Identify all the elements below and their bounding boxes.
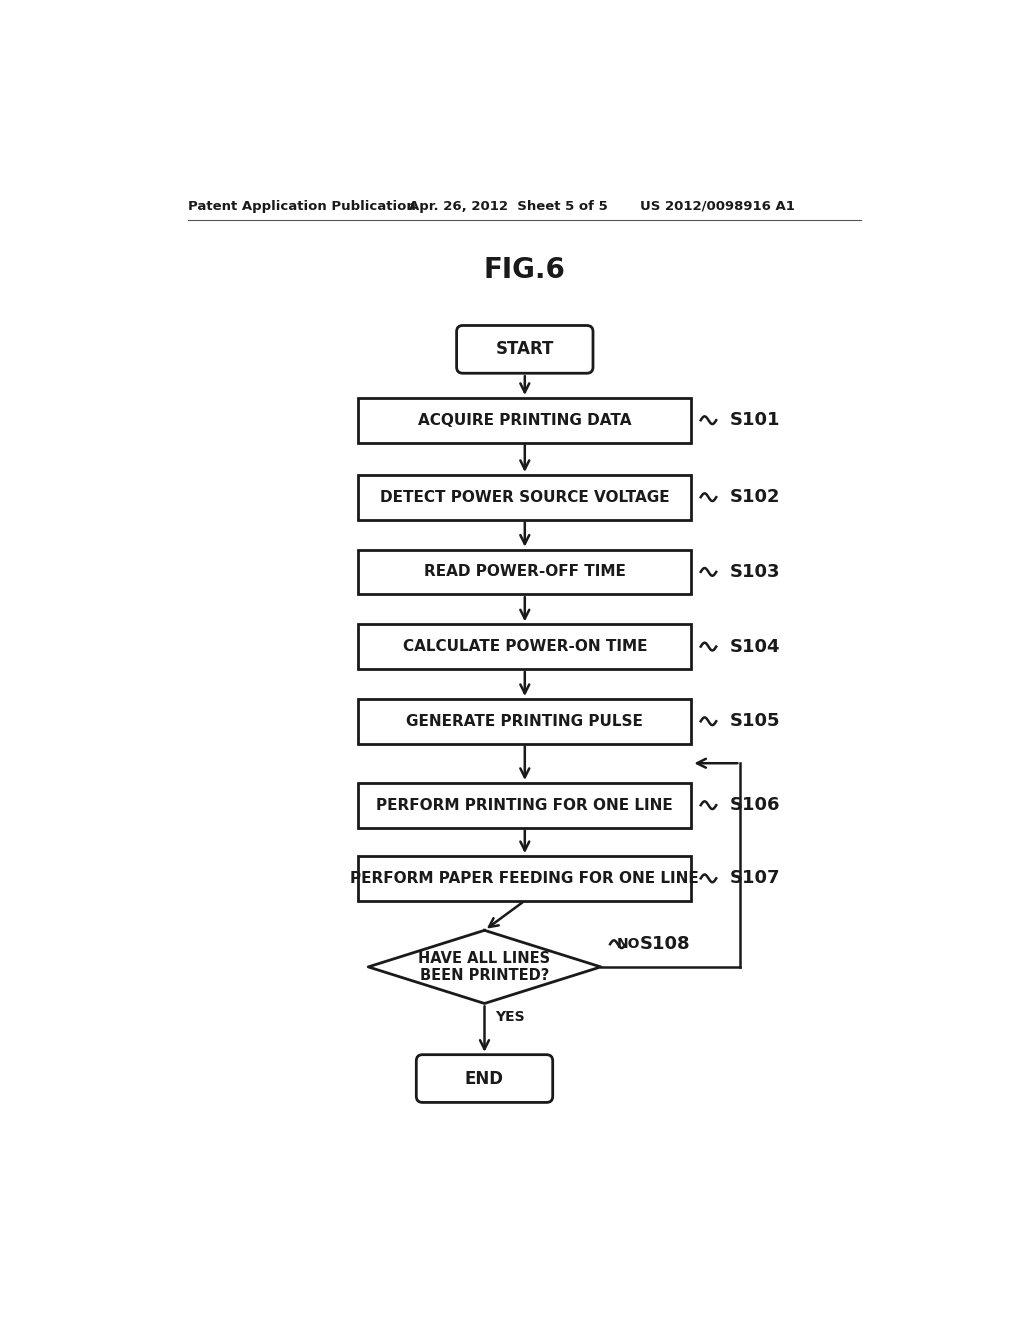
Text: US 2012/0098916 A1: US 2012/0098916 A1 <box>640 199 795 213</box>
Text: DETECT POWER SOURCE VOLTAGE: DETECT POWER SOURCE VOLTAGE <box>380 490 670 504</box>
Text: S106: S106 <box>730 796 780 814</box>
Text: Apr. 26, 2012  Sheet 5 of 5: Apr. 26, 2012 Sheet 5 of 5 <box>409 199 607 213</box>
Bar <box>358 397 691 442</box>
Text: END: END <box>465 1069 504 1088</box>
Text: S107: S107 <box>730 870 780 887</box>
Bar <box>358 624 691 669</box>
Bar <box>358 700 691 743</box>
Text: PERFORM PRINTING FOR ONE LINE: PERFORM PRINTING FOR ONE LINE <box>377 797 673 813</box>
Text: NO: NO <box>616 937 640 952</box>
Bar <box>358 783 691 828</box>
Bar <box>358 549 691 594</box>
Bar <box>358 475 691 520</box>
Text: S102: S102 <box>730 488 780 506</box>
Text: PERFORM PAPER FEEDING FOR ONE LINE: PERFORM PAPER FEEDING FOR ONE LINE <box>350 871 699 886</box>
Text: CALCULATE POWER-ON TIME: CALCULATE POWER-ON TIME <box>402 639 647 655</box>
Text: FIG.6: FIG.6 <box>484 256 565 284</box>
FancyBboxPatch shape <box>457 326 593 374</box>
Text: S108: S108 <box>640 935 690 953</box>
FancyBboxPatch shape <box>417 1055 553 1102</box>
Text: S101: S101 <box>730 412 780 429</box>
Text: GENERATE PRINTING PULSE: GENERATE PRINTING PULSE <box>407 714 643 729</box>
Text: ACQUIRE PRINTING DATA: ACQUIRE PRINTING DATA <box>418 413 632 428</box>
Text: S103: S103 <box>730 562 780 581</box>
Text: YES: YES <box>496 1010 525 1023</box>
Text: HAVE ALL LINES
BEEN PRINTED?: HAVE ALL LINES BEEN PRINTED? <box>419 950 551 983</box>
Bar <box>358 855 691 900</box>
Text: S105: S105 <box>730 713 780 730</box>
Text: S104: S104 <box>730 638 780 656</box>
Text: Patent Application Publication: Patent Application Publication <box>188 199 416 213</box>
Text: START: START <box>496 341 554 358</box>
Polygon shape <box>369 931 601 1003</box>
Text: READ POWER-OFF TIME: READ POWER-OFF TIME <box>424 565 626 579</box>
